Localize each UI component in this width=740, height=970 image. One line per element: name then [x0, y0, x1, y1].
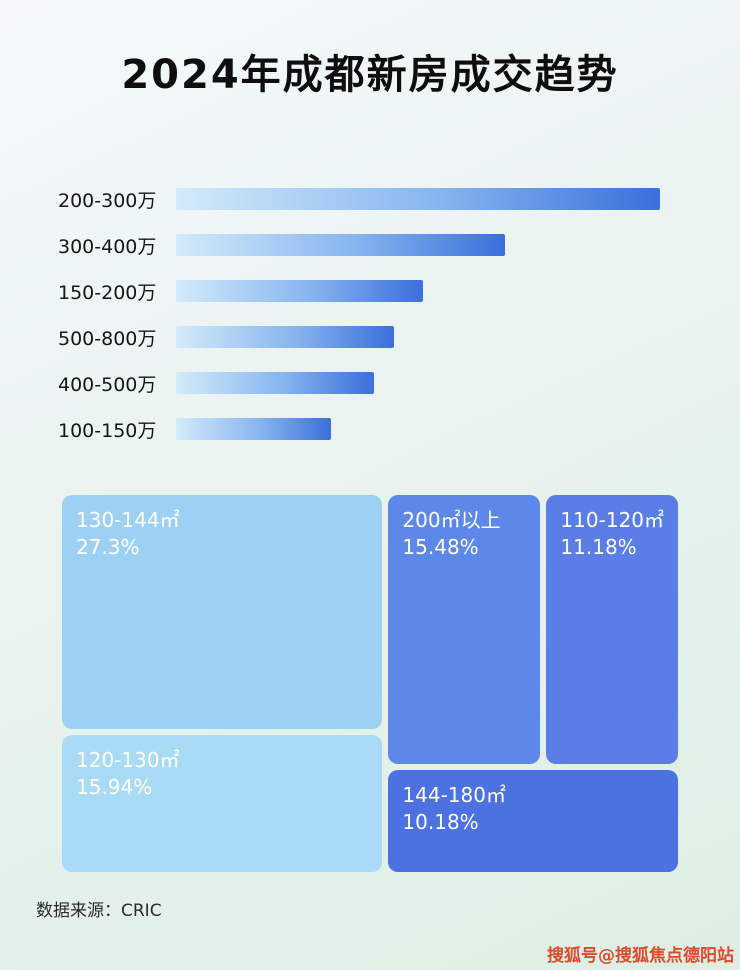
treemap-block-130-144: 130-144㎡ 27.3% — [62, 495, 383, 729]
treemap-block-label: 130-144㎡ — [76, 508, 180, 532]
watermark-label: 搜狐号@搜狐焦点德阳站 — [547, 946, 734, 966]
bar — [176, 234, 506, 256]
bar-category-label: 500-800万 — [58, 327, 157, 350]
data-source-label: 数据来源：CRIC — [36, 901, 162, 921]
bar-track — [176, 418, 660, 440]
bar-row: 200-300万 — [58, 176, 660, 222]
bar-category-label: 200-300万 — [58, 189, 157, 212]
bar-track — [176, 326, 660, 348]
treemap-block-value: 11.18% — [560, 535, 637, 559]
bar-category-label: 100-150万 — [58, 419, 157, 442]
bar-row: 100-150万 — [58, 406, 660, 452]
treemap-block-110-120: 110-120㎡ 11.18% — [546, 495, 678, 764]
treemap-right-column: 200㎡以上 15.48% 110-120㎡ 11.18% 144-180㎡ 1… — [388, 495, 678, 872]
bar — [176, 188, 660, 210]
treemap-block-144-180: 144-180㎡ 10.18% — [388, 770, 678, 872]
bar-category-label: 300-400万 — [58, 235, 157, 258]
bar — [176, 418, 331, 440]
treemap-block-200plus: 200㎡以上 15.48% — [388, 495, 541, 764]
bar — [176, 326, 394, 348]
treemap-block-value: 15.48% — [402, 535, 479, 559]
bar — [176, 372, 375, 394]
bar — [176, 280, 423, 302]
treemap-block-120-130: 120-130㎡ 15.94% — [62, 735, 383, 872]
bar-track — [176, 188, 660, 210]
bar-row: 500-800万 — [58, 314, 660, 360]
page-title: 2024年成都新房成交趋势 — [121, 52, 619, 98]
bar-chart: 200-300万 300-400万 150-200万 500-800万 400-500万… — [58, 176, 660, 452]
treemap-block-label: 200㎡以上 — [402, 508, 501, 532]
treemap-block-label: 144-180㎡ — [402, 783, 506, 807]
bar-row: 400-500万 — [58, 360, 660, 406]
bar-track — [176, 280, 660, 302]
treemap-block-value: 10.18% — [402, 810, 479, 834]
bar-row: 300-400万 — [58, 222, 660, 268]
bar-row: 150-200万 — [58, 268, 660, 314]
bar-category-label: 400-500万 — [58, 373, 157, 396]
bar-category-label: 150-200万 — [58, 281, 157, 304]
treemap-block-label: 120-130㎡ — [76, 748, 180, 772]
treemap-left-column: 130-144㎡ 27.3% 120-130㎡ 15.94% — [62, 495, 383, 872]
treemap-block-value: 15.94% — [76, 775, 153, 799]
bar-track — [176, 234, 660, 256]
treemap: 130-144㎡ 27.3% 120-130㎡ 15.94% 200㎡以上 15… — [62, 495, 678, 872]
treemap-right-top-row: 200㎡以上 15.48% 110-120㎡ 11.18% — [388, 495, 678, 764]
treemap-block-label: 110-120㎡ — [560, 508, 664, 532]
treemap-block-value: 27.3% — [76, 535, 140, 559]
bar-track — [176, 372, 660, 394]
